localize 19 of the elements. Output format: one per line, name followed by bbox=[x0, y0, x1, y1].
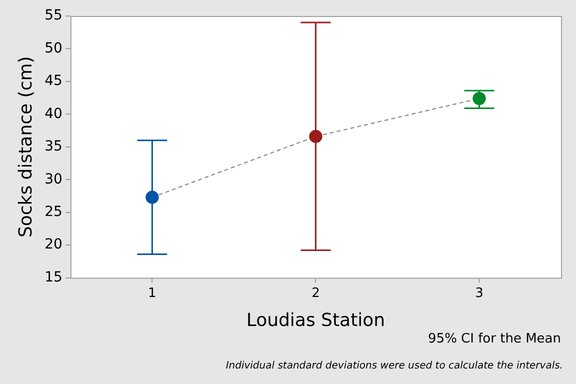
y-tick-label: 55 bbox=[44, 8, 62, 24]
x-tick-label: 3 bbox=[475, 286, 484, 301]
y-tick-label: 20 bbox=[44, 236, 62, 253]
x-axis-title: Loudias Station bbox=[246, 310, 386, 331]
point bbox=[472, 92, 486, 105]
y-tick-label: 25 bbox=[44, 204, 62, 220]
y-tick-label: 50 bbox=[44, 40, 62, 56]
point bbox=[146, 190, 159, 204]
text: Individual standard deviations were used to calculate the intervals. bbox=[226, 360, 563, 372]
y-tick-label: 15 bbox=[44, 269, 62, 286]
point bbox=[309, 130, 322, 143]
x-tick-label: 1 bbox=[148, 286, 156, 301]
y-tick-label: 30 bbox=[44, 171, 62, 188]
y-tick-label: 45 bbox=[44, 73, 62, 90]
x-tick-label: 2 bbox=[312, 286, 320, 301]
y-tick-label: 40 bbox=[44, 106, 62, 122]
y-axis-title: Socks distance (cm) bbox=[15, 56, 36, 238]
text: 95% CI for the Mean bbox=[428, 331, 561, 346]
y-tick-label: 35 bbox=[44, 138, 62, 155]
